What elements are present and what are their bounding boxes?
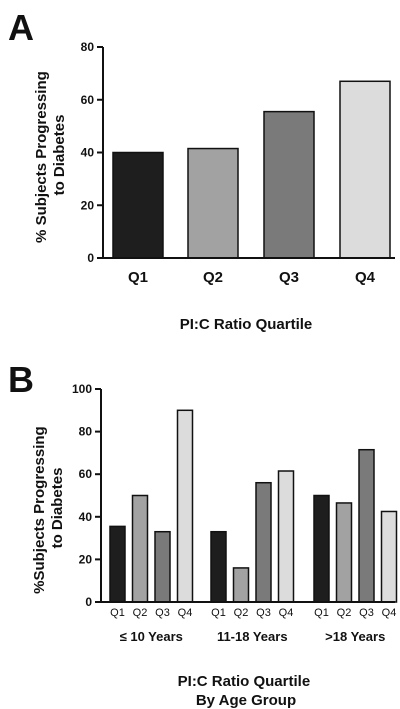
bar-group-1-q4 (176, 409, 194, 603)
bar-group-2-q2 (232, 567, 250, 603)
bar-group-1-q1 (109, 525, 126, 603)
panel-b-y-tick-label: 80 (79, 425, 93, 439)
group-label-1: ≤ 10 Years (120, 629, 183, 644)
panel-b-x-tick-labels: Q1 Q2 Q3 Q4 Q1 Q2 Q3 Q4 Q1 Q2 Q3 Q4 (110, 607, 396, 619)
bar-group-3-q3 (358, 448, 375, 603)
panel-b-bars (109, 409, 398, 603)
x-tick-label-q1: Q1 (314, 607, 329, 619)
panel-a-x-tick-labels: Q1 Q2 Q3 Q4 (128, 269, 376, 286)
panel-a-y-axis-title: % Subjects Progressing to Diabetes (33, 67, 68, 243)
x-tick-label-q4: Q4 (382, 607, 397, 619)
bar-q2 (187, 147, 239, 259)
panel-b-letter: B (8, 359, 34, 400)
x-tick-label-q3: Q3 (155, 607, 170, 619)
panel-b-x-axis-title: PI:C Ratio Quartile By Age Group (178, 673, 315, 709)
panel-b-y-tick-label: 100 (72, 382, 92, 396)
bar-group-3-q1 (313, 494, 330, 603)
bar-q3 (263, 110, 315, 259)
panel-a-y-tick-label: 80 (81, 40, 95, 54)
panel-b-y-tick-label: 20 (79, 552, 93, 566)
panel-b-y-tick-label: 0 (85, 595, 92, 609)
panel-a-x-axis-title: PI:C Ratio Quartile (180, 316, 313, 333)
panel-b-y-axis-title-line-2: to Diabetes (49, 468, 66, 549)
x-tick-label-q2: Q2 (203, 269, 223, 286)
bar-q4 (339, 80, 391, 259)
x-tick-label-q3: Q3 (256, 607, 271, 619)
panel-b-x-axis-title-line-2: By Age Group (196, 692, 296, 709)
bar-group-2-q3 (255, 481, 272, 603)
x-tick-label-q4: Q4 (178, 607, 193, 619)
panel-a-bars (112, 80, 391, 259)
panel-a-y-axis-title-line-2: to Diabetes (51, 115, 68, 196)
bar-group-3-q2 (335, 502, 353, 603)
panel-a-y-tick-label: 60 (81, 93, 95, 107)
x-tick-label-q1: Q1 (128, 269, 148, 286)
group-label-3: >18 Years (325, 629, 385, 644)
panel-a: A % Subjects Progressing to Diabetes 0 20… (8, 7, 395, 333)
bar-group-2-q4 (277, 470, 295, 603)
x-tick-label-q1: Q1 (110, 607, 125, 619)
bar-group-1-q2 (131, 494, 149, 603)
panel-b-group-labels: ≤ 10 Years 11-18 Years >18 Years (120, 629, 386, 644)
x-tick-label-q3: Q3 (279, 269, 299, 286)
panel-a-y-tick-label: 0 (87, 251, 94, 265)
panel-b-y-tick-label: 40 (79, 510, 93, 524)
x-tick-label-q3: Q3 (359, 607, 374, 619)
x-tick-label-q2: Q2 (337, 607, 352, 619)
bar-q1 (112, 151, 164, 259)
bar-group-2-q1 (210, 530, 227, 603)
panel-b: B %Subjects Progressing to Diabetes 0 20 4… (8, 359, 398, 709)
x-tick-label-q4: Q4 (279, 607, 294, 619)
x-tick-label-q2: Q2 (133, 607, 148, 619)
panel-a-letter: A (8, 7, 34, 48)
x-tick-label-q2: Q2 (234, 607, 249, 619)
group-label-2: 11-18 Years (217, 629, 288, 644)
panel-b-y-ticks: 0 20 40 60 80 100 (72, 382, 101, 609)
panel-a-y-axis-title-line-1: % Subjects Progressing (33, 71, 50, 243)
panel-b-y-tick-label: 60 (79, 467, 93, 481)
panel-b-y-axis-title-line-1: %Subjects Progressing (31, 426, 48, 594)
bar-group-3-q4 (380, 510, 398, 603)
x-tick-label-q1: Q1 (211, 607, 226, 619)
panel-a-y-tick-label: 40 (81, 146, 95, 160)
bar-group-1-q3 (154, 530, 171, 603)
panel-a-y-tick-label: 20 (81, 198, 95, 212)
x-tick-label-q4: Q4 (355, 269, 376, 286)
panel-a-y-ticks: 0 20 40 60 80 (81, 40, 103, 265)
panel-b-y-axis-title: %Subjects Progressing to Diabetes (31, 422, 66, 594)
panel-b-x-axis-title-line-1: PI:C Ratio Quartile (178, 673, 311, 690)
